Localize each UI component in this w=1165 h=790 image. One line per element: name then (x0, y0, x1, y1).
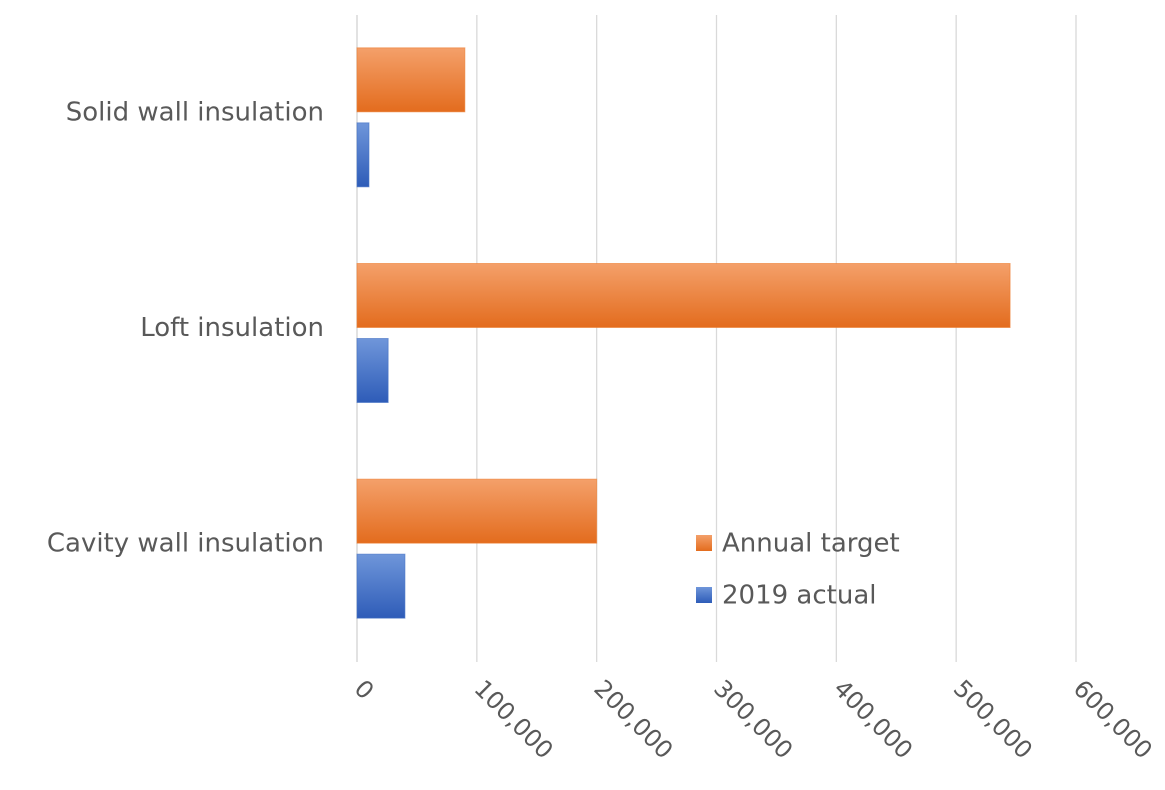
bar-2019-actual (356, 553, 406, 619)
bar-2019-actual (356, 122, 370, 188)
bars (356, 47, 1011, 619)
category-labels: Solid wall insulation Loft insulation Cavi… (47, 97, 324, 558)
x-tick-label: 100,000 (469, 674, 559, 764)
x-axis-tick-labels: 0 100,000 200,000 300,000 400,000 500,000 600,… (349, 674, 1158, 764)
bar-annual-target (356, 263, 1011, 328)
x-tick-label: 400,000 (828, 674, 918, 764)
legend-label: 2019 actual (722, 581, 877, 611)
legend-label: Annual target (722, 529, 900, 559)
x-tick-label: 0 (349, 674, 380, 705)
category-label: Loft insulation (140, 313, 324, 343)
legend: Annual target 2019 actual (696, 529, 900, 611)
bar-annual-target (356, 478, 598, 544)
x-tick-label: 200,000 (588, 674, 678, 764)
category-label: Solid wall insulation (66, 97, 324, 127)
x-tick-label: 600,000 (1068, 674, 1158, 764)
bar-annual-target (356, 47, 466, 113)
x-tick-label: 300,000 (708, 674, 798, 764)
bar-2019-actual (356, 338, 389, 403)
legend-swatch (696, 535, 712, 551)
gridlines (356, 15, 1077, 662)
category-label: Cavity wall insulation (47, 529, 324, 559)
legend-swatch (696, 587, 712, 603)
x-tick-label: 500,000 (948, 674, 1038, 764)
